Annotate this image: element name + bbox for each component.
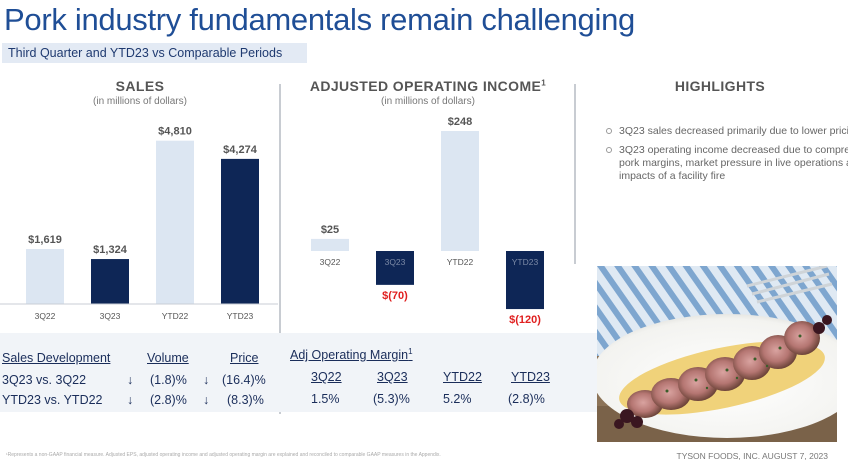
- highlight-item: 3Q23 sales decreased primarily due to lo…: [606, 125, 848, 138]
- sales-chart-subtitle: (in millions of dollars): [93, 96, 187, 107]
- volume-header: Volume: [147, 351, 189, 365]
- sales-category-label: 3Q22: [35, 311, 56, 321]
- divider-right: [574, 84, 576, 264]
- aoi-value-label: $(70): [382, 290, 408, 302]
- margin-header-ytd23: YTD23: [511, 370, 550, 384]
- aoi-category-label: 3Q22: [320, 257, 341, 267]
- bullet-circle-icon: [606, 128, 612, 134]
- sales-bar-YTD23: [221, 158, 259, 304]
- company-footer: TYSON FOODS, INC. AUGUST 7, 2023: [676, 451, 828, 461]
- margin-header-ytd22: YTD22: [443, 370, 482, 384]
- sales-bar-chart: $1,619 3Q22 $1,324 3Q23 $4,810 YTD22 $4,274 YTD…: [0, 126, 278, 321]
- row2-label: YTD23 vs. YTD22: [2, 393, 103, 407]
- margin-value-ytd22: 5.2%: [443, 392, 472, 406]
- footnote: ¹Represents a non-GAAP financial measure…: [6, 452, 441, 458]
- aoi-category-label: YTD22: [447, 257, 474, 267]
- sales-bar-3Q23: [91, 259, 129, 304]
- sales-bar-3Q22: [26, 249, 64, 304]
- sales-value-label: $4,274: [223, 144, 258, 156]
- margin-header-3q23: 3Q23: [377, 370, 408, 384]
- sales-value-label: $1,619: [28, 234, 62, 246]
- row2-price: (8.3)%: [227, 393, 264, 407]
- aoi-value-label: $248: [448, 116, 472, 128]
- row1-volume-arrow-icon: ↓: [127, 373, 134, 387]
- aoi-value-label: $25: [321, 224, 339, 236]
- sales-category-label: 3Q23: [100, 311, 121, 321]
- price-header: Price: [230, 351, 259, 365]
- sales-category-label: YTD22: [162, 311, 189, 321]
- aoi-bar-YTD23: [506, 251, 544, 310]
- adjusted-operating-income-chart: $25 3Q22 $(70) 3Q23 $248 YTD22 $(120) YTD23: [311, 116, 544, 326]
- row1-volume: (1.8)%: [150, 373, 187, 387]
- margin-title: Adj Operating Margin1: [290, 347, 413, 363]
- highlights-title: HIGHLIGHTS: [674, 78, 766, 94]
- bullet-circle-icon: [606, 147, 612, 153]
- row2-volume: (2.8)%: [150, 393, 187, 407]
- margin-value-3q23: (5.3)%: [373, 392, 410, 406]
- row2-volume-arrow-icon: ↓: [127, 393, 134, 407]
- aoi-category-label: YTD23: [512, 257, 539, 267]
- aoi-footnote-marker: 1: [541, 78, 547, 88]
- aoi-category-label: 3Q23: [385, 257, 406, 267]
- aoi-bar-3Q22: [311, 238, 349, 251]
- aoi-bar-3Q23: [376, 251, 414, 285]
- margin-value-ytd23: (2.8)%: [508, 392, 545, 406]
- row1-label: 3Q23 vs. 3Q22: [2, 373, 87, 387]
- slide-subtitle: Third Quarter and YTD23 vs Comparable Pe…: [2, 43, 307, 63]
- pork-tenderloin-photo: [597, 266, 837, 442]
- sales-dev-header: Sales Development: [2, 351, 111, 365]
- sales-bar-YTD22: [156, 140, 194, 304]
- divider-left: [279, 84, 281, 414]
- row1-price: (16.4)%: [222, 373, 266, 387]
- sales-category-label: YTD23: [227, 311, 254, 321]
- sales-value-label: $4,810: [158, 126, 192, 138]
- sales-value-label: $1,324: [93, 244, 128, 256]
- row1-price-arrow-icon: ↓: [203, 373, 210, 387]
- aoi-bar-YTD22: [441, 131, 479, 251]
- margin-footnote-marker: 1: [408, 347, 413, 356]
- tables-band: [0, 333, 597, 412]
- aoi-chart-subtitle: (in millions of dollars): [381, 96, 475, 107]
- slide-title: Pork industry fundamentals remain challe…: [4, 2, 635, 37]
- margin-value-3q22: 1.5%: [311, 392, 340, 406]
- margin-header-3q22: 3Q22: [311, 370, 342, 384]
- aoi-value-label: $(120): [509, 314, 541, 326]
- highlight-item: 3Q23 operating income decreased due to c…: [606, 144, 848, 183]
- row2-price-arrow-icon: ↓: [203, 393, 210, 407]
- aoi-chart-title: ADJUSTED OPERATING INCOME1: [309, 78, 547, 94]
- highlights-list: 3Q23 sales decreased primarily due to lo…: [606, 125, 848, 189]
- sales-chart-title: SALES: [115, 78, 165, 94]
